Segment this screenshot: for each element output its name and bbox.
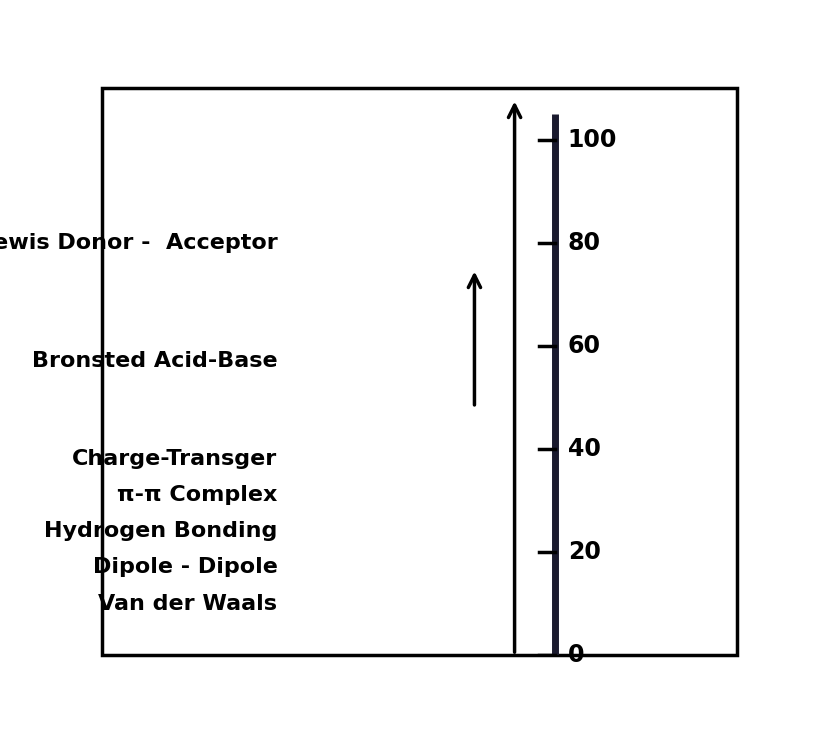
Text: 40: 40 [568, 437, 600, 461]
Bar [102, 88, 737, 655]
Text: π-π Complex: π-π Complex [117, 485, 278, 506]
Text: Charge-Transger: Charge-Transger [72, 449, 278, 470]
Text: 0: 0 [568, 643, 584, 667]
Text: Hydrogen Bonding: Hydrogen Bonding [44, 521, 278, 542]
Text: Dipole - Dipole: Dipole - Dipole [93, 557, 278, 578]
Text: 60: 60 [568, 334, 601, 358]
Text: Lewis Donor -  Acceptor: Lewis Donor - Acceptor [0, 233, 278, 253]
Text: Van der Waals: Van der Waals [98, 593, 278, 614]
Text: 100: 100 [568, 128, 618, 152]
Text: 20: 20 [568, 540, 600, 564]
Text: 80: 80 [568, 231, 601, 255]
Text: Bronsted Acid-Base: Bronsted Acid-Base [32, 351, 278, 372]
